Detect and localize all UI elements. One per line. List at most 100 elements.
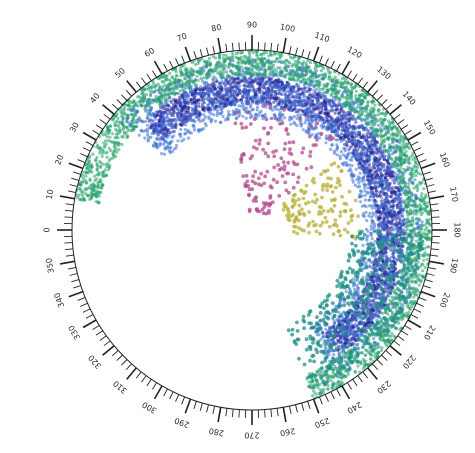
data-point: [166, 121, 170, 125]
data-point: [203, 122, 207, 126]
data-point: [331, 95, 335, 99]
data-point: [346, 316, 351, 320]
data-point: [220, 79, 224, 84]
data-point: [369, 186, 373, 190]
data-point: [336, 339, 341, 343]
data-point: [387, 206, 391, 210]
data-point: [359, 190, 364, 194]
data-point: [371, 153, 375, 157]
data-point: [242, 104, 246, 108]
data-point: [326, 338, 330, 342]
data-point: [232, 81, 236, 85]
data-point: [311, 394, 315, 398]
data-point: [268, 92, 272, 96]
data-point: [379, 277, 383, 281]
data-point: [236, 70, 240, 74]
data-point: [336, 331, 340, 335]
data-point: [335, 84, 339, 88]
data-point: [295, 84, 299, 88]
data-point: [157, 128, 161, 132]
data-point: [185, 130, 189, 134]
data-point: [414, 217, 418, 221]
data-point: [153, 121, 157, 126]
data-point: [143, 119, 148, 124]
data-point: [223, 118, 227, 122]
data-point: [329, 378, 333, 383]
data-point: [175, 114, 180, 118]
data-point: [264, 105, 268, 109]
data-point: [337, 310, 341, 314]
data-point: [336, 107, 340, 111]
data-point: [392, 250, 396, 254]
data-point: [194, 115, 198, 119]
data-point: [215, 107, 219, 111]
data-point: [358, 171, 362, 175]
data-point: [261, 117, 265, 121]
data-point: [333, 75, 337, 79]
data-point: [361, 243, 365, 247]
data-point: [371, 315, 375, 319]
data-point: [367, 131, 371, 135]
data-point: [154, 117, 158, 121]
data-point: [392, 189, 396, 193]
data-point: [342, 146, 346, 151]
data-point: [391, 201, 395, 205]
data-point: [323, 335, 327, 339]
data-point: [163, 110, 167, 115]
data-point: [211, 81, 215, 85]
data-point: [380, 205, 384, 210]
data-point: [373, 185, 377, 189]
data-point: [363, 189, 367, 193]
data-point: [299, 101, 303, 105]
data-point: [390, 295, 394, 299]
data-point: [339, 150, 343, 154]
data-point: [358, 142, 363, 146]
data-point: [333, 111, 337, 115]
data-point: [399, 214, 403, 218]
data-point: [266, 87, 270, 91]
data-point: [315, 115, 319, 120]
data-point: [350, 337, 354, 341]
data-point: [238, 84, 242, 88]
data-point: [168, 147, 172, 151]
data-point: [299, 124, 303, 128]
data-point: [369, 178, 374, 182]
data-point: [216, 89, 220, 93]
data-point: [192, 128, 197, 132]
data-point: [362, 214, 367, 219]
data-point: [365, 238, 369, 242]
data-point: [364, 359, 368, 363]
data-point: [348, 125, 352, 129]
data-point: [348, 167, 352, 171]
data-point: [237, 108, 241, 112]
data-point: [196, 128, 200, 132]
data-point: [272, 113, 276, 117]
data-point: [330, 143, 334, 147]
data-point: [189, 97, 193, 101]
data-point: [343, 154, 348, 158]
data-point: [185, 106, 189, 110]
data-point: [355, 333, 359, 337]
data-point: [274, 99, 278, 103]
data-point: [420, 220, 424, 224]
data-point: [77, 187, 81, 191]
data-point: [389, 248, 393, 252]
data-point: [345, 335, 349, 339]
data-point: [324, 105, 328, 110]
data-point: [230, 93, 234, 97]
data-point: [357, 195, 362, 199]
data-point: [316, 386, 320, 390]
data-point: [351, 135, 355, 139]
data-point: [333, 132, 337, 136]
data-point: [256, 77, 260, 81]
data-point: [394, 185, 398, 189]
data-point: [324, 141, 328, 145]
data-point: [199, 88, 203, 92]
data-point: [252, 88, 256, 92]
data-point: [283, 116, 287, 120]
data-point: [187, 136, 191, 140]
data-point: [296, 113, 300, 117]
data-point: [350, 144, 354, 148]
data-point: [185, 98, 189, 102]
data-point: [144, 98, 148, 102]
